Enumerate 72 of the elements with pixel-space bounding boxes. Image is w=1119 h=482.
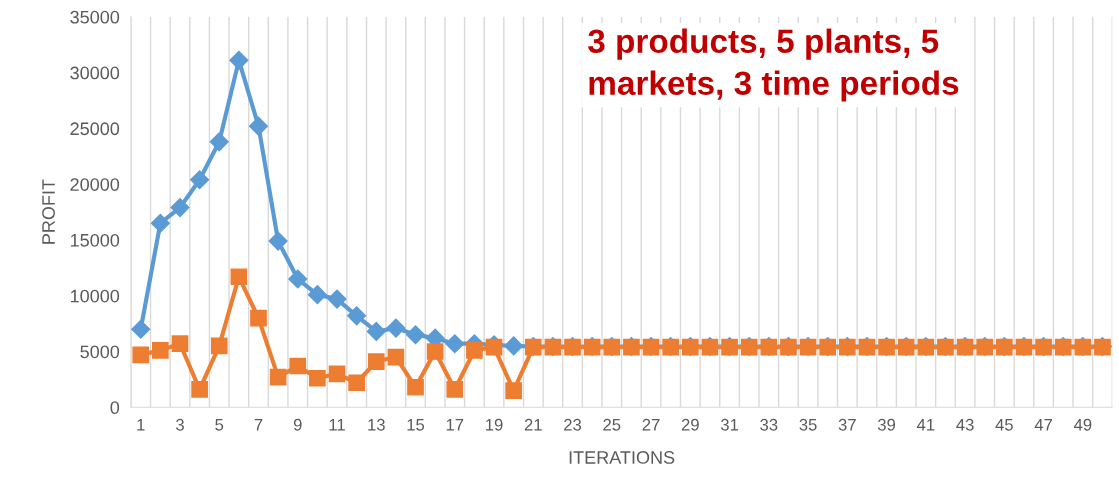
point <box>288 269 308 289</box>
x-tick-label: 33 <box>760 418 778 431</box>
x-tick-label: 27 <box>642 418 660 431</box>
point <box>150 213 170 233</box>
y-tick-label: 25000 <box>70 122 120 136</box>
point <box>504 336 524 356</box>
point <box>209 132 229 152</box>
x-tick-label: 9 <box>293 418 302 431</box>
point <box>250 309 267 327</box>
x-tick-label: 5 <box>215 419 224 431</box>
x-tick-label: 41 <box>916 419 935 431</box>
x-axis-title: ITERATIONS <box>569 451 675 464</box>
point <box>505 382 522 399</box>
point <box>230 268 248 286</box>
point <box>170 198 190 218</box>
x-tick-label: 47 <box>1034 419 1053 431</box>
x-tick-label: 29 <box>681 418 699 431</box>
point <box>229 50 249 70</box>
point <box>327 289 347 309</box>
point <box>289 357 307 375</box>
x-tick-label: 19 <box>486 418 503 431</box>
x-tick-label: 31 <box>720 418 739 431</box>
point <box>190 170 210 190</box>
x-tick-label: 23 <box>564 418 582 431</box>
point <box>152 342 169 359</box>
y-axis-title: PROFIT <box>42 179 55 244</box>
y-tick-label: 30000 <box>70 66 120 80</box>
x-tick-label: 25 <box>603 418 621 431</box>
x-tick-label: 13 <box>368 418 385 431</box>
x-tick-label: 17 <box>446 419 464 431</box>
x-tick-label: 35 <box>799 418 817 431</box>
point <box>132 346 150 364</box>
point <box>268 231 288 251</box>
point <box>387 348 405 366</box>
point <box>386 318 406 338</box>
point <box>426 343 444 360</box>
y-tick-label: 20000 <box>70 178 120 191</box>
point <box>446 381 464 398</box>
y-tick-label: 15000 <box>70 233 120 247</box>
y-tick-label: 10000 <box>70 289 120 303</box>
x-tick-label: 43 <box>956 418 974 431</box>
point <box>248 116 269 136</box>
x-tick-label: 11 <box>329 419 345 431</box>
x-tick-label: 7 <box>254 419 263 431</box>
x-tick-label: 15 <box>407 419 425 431</box>
y-tick-label: 0 <box>110 401 120 415</box>
y-tick-label: 35000 <box>70 10 120 24</box>
x-tick-label: 45 <box>995 419 1013 431</box>
x-tick-label: 21 <box>524 418 542 431</box>
point <box>348 374 365 392</box>
point <box>367 353 385 370</box>
x-tick-label: 1 <box>137 419 145 431</box>
x-tick-label: 37 <box>838 418 856 431</box>
point <box>407 378 424 396</box>
point <box>445 334 465 354</box>
annotation: 3 products, 5 plants, 5 markets, 3 time periods <box>588 28 959 102</box>
point <box>307 285 327 305</box>
point <box>131 319 151 339</box>
x-tick-label: 39 <box>877 418 896 431</box>
point <box>191 381 208 398</box>
point <box>171 335 189 353</box>
y-tick-label: 5000 <box>80 345 120 359</box>
point <box>328 365 346 383</box>
point <box>347 306 367 326</box>
point <box>366 321 386 341</box>
point <box>466 342 483 359</box>
point <box>405 325 426 345</box>
point <box>269 368 287 386</box>
point <box>309 369 326 387</box>
x-tick-label: 3 <box>175 418 184 431</box>
x-tick-label: 49 <box>1073 418 1092 431</box>
point <box>210 337 228 355</box>
